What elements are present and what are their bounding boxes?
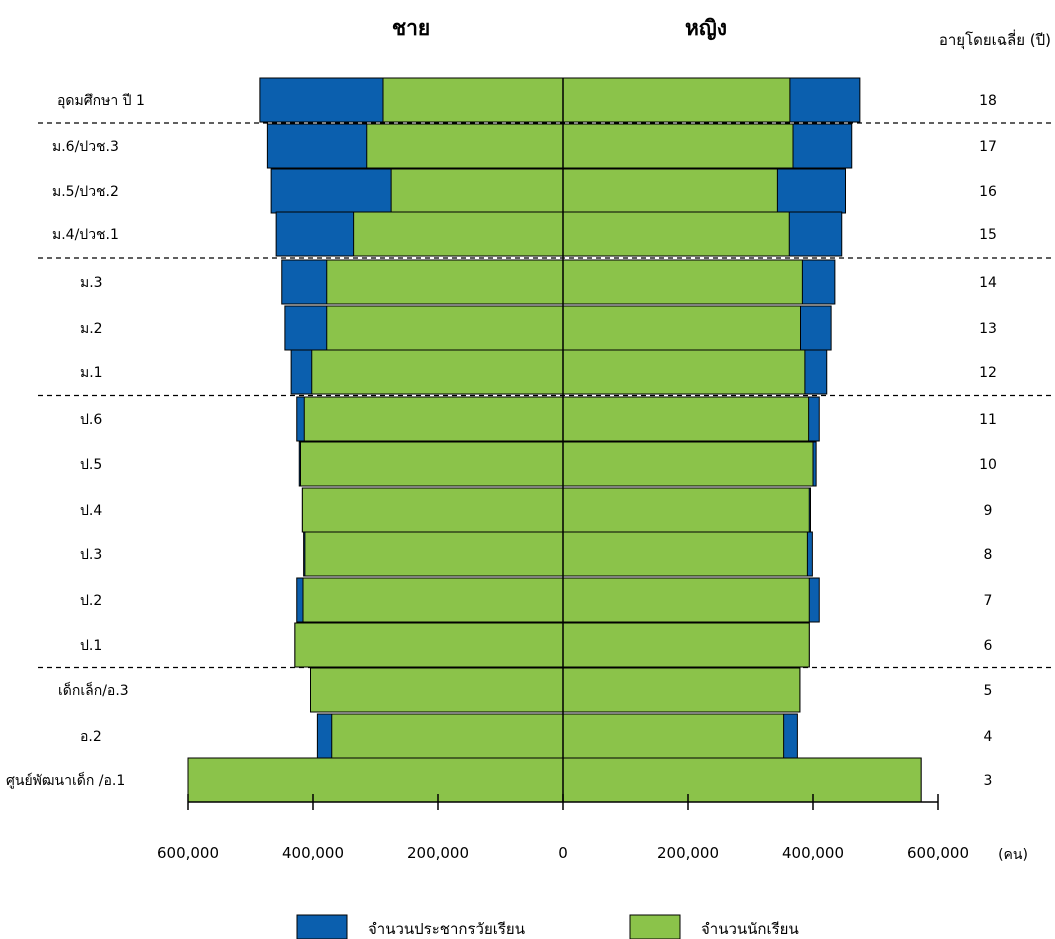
- age-label: 18: [979, 93, 997, 109]
- category-label: อ.2: [80, 729, 102, 745]
- age-label: 10: [979, 457, 997, 473]
- category-label: ม.4/ปวช.1: [52, 227, 119, 243]
- x-axis: 600,000 400,000 200,000 0 200,000 400,000 600,…: [157, 78, 969, 862]
- age-axis-label: อายุโดยเฉลี่ย (ปี): [939, 29, 1051, 50]
- legend: จำนวนประชากรวัยเรียน จำนวนนักเรียน: [296, 914, 799, 939]
- category-label: ศูนย์พัฒนาเด็ก /อ.1: [6, 771, 125, 789]
- bar-student-male: [300, 441, 564, 487]
- category-label: ม.6/ปวช.3: [52, 139, 119, 155]
- bar-student-female: [562, 123, 794, 169]
- male-heading: ชาย: [392, 16, 430, 40]
- category-label: ป.6: [80, 412, 102, 428]
- bar-student-male: [326, 259, 564, 305]
- bar-student-male: [311, 349, 564, 395]
- bar-student-male: [382, 77, 564, 123]
- category-label: ม.3: [80, 275, 103, 291]
- bar-student-female: [562, 441, 814, 487]
- age-label: 3: [984, 773, 993, 789]
- bar-student-female: [562, 667, 801, 713]
- age-label: 9: [984, 503, 993, 519]
- bar-student-female: [562, 757, 922, 803]
- bar-student-male: [310, 667, 564, 713]
- bar-student-female: [562, 531, 808, 577]
- age-label: 6: [984, 638, 993, 654]
- age-label: 5: [984, 683, 993, 699]
- bars-layer: [187, 77, 922, 803]
- bar-student-female: [562, 168, 778, 214]
- x-tick-label: 600,000: [907, 844, 969, 862]
- category-labels: อุดมศึกษา ปี 1 ม.6/ปวช.3 ม.5/ปวช.2 ม.4/ปวช.…: [6, 93, 145, 789]
- bar-student-male: [303, 396, 564, 442]
- age-label: 15: [979, 227, 997, 243]
- x-tick-label: 200,000: [657, 844, 719, 862]
- age-label: 7: [984, 593, 993, 609]
- category-label: ม.1: [80, 365, 103, 381]
- category-label: เด็กเล็ก/อ.3: [58, 681, 129, 699]
- category-label: ป.3: [80, 547, 102, 563]
- age-label: 8: [984, 547, 993, 563]
- age-label: 16: [979, 184, 997, 200]
- bar-student-female: [562, 211, 790, 257]
- age-label: 13: [979, 321, 997, 337]
- bar-student-female: [562, 622, 810, 668]
- x-tick-label: 0: [558, 844, 568, 862]
- bar-student-female: [562, 577, 810, 623]
- category-label: ม.5/ปวช.2: [52, 184, 119, 200]
- bar-student-female: [562, 713, 785, 759]
- bar-student-male: [366, 123, 564, 169]
- category-label: ม.2: [80, 321, 103, 337]
- age-label: 12: [979, 365, 997, 381]
- age-label: 4: [984, 729, 993, 745]
- x-unit-label: (คน): [998, 847, 1028, 863]
- x-tick-label: 200,000: [407, 844, 469, 862]
- age-label: 11: [979, 412, 997, 428]
- group-separators: [38, 122, 1055, 669]
- bar-student-male: [331, 713, 564, 759]
- bar-student-female: [562, 349, 806, 395]
- category-label: ป.4: [80, 503, 102, 519]
- bar-student-female: [562, 305, 801, 351]
- category-label: อุดมศึกษา ปี 1: [57, 93, 145, 109]
- bar-student-female: [562, 487, 810, 533]
- bar-student-male: [302, 577, 564, 623]
- female-heading: หญิง: [685, 16, 727, 41]
- x-tick-label: 600,000: [157, 844, 219, 862]
- bar-student-male: [326, 305, 564, 351]
- age-label: 14: [979, 275, 997, 291]
- legend-swatch: [296, 914, 348, 939]
- x-tick-label: 400,000: [782, 844, 844, 862]
- legend-label: จำนวนนักเรียน: [701, 920, 799, 938]
- category-label: ป.1: [80, 638, 102, 654]
- category-label: ป.2: [80, 593, 102, 609]
- bar-student-male: [304, 531, 564, 577]
- bar-student-female: [562, 77, 791, 123]
- legend-swatch: [629, 914, 681, 939]
- bar-student-male: [390, 168, 564, 214]
- bar-student-male: [353, 211, 564, 257]
- age-labels: 18 17 16 15 14 13 12 11 10 9 8 7 6 5 4 3: [979, 93, 997, 789]
- bar-student-male: [301, 487, 564, 533]
- bar-student-male: [187, 757, 564, 803]
- legend-label: จำนวนประชากรวัยเรียน: [368, 920, 525, 938]
- bar-student-female: [562, 396, 810, 442]
- x-tick-label: 400,000: [282, 844, 344, 862]
- age-label: 17: [979, 139, 997, 155]
- bar-student-female: [562, 259, 803, 305]
- bar-student-male: [294, 622, 564, 668]
- category-label: ป.5: [80, 457, 102, 473]
